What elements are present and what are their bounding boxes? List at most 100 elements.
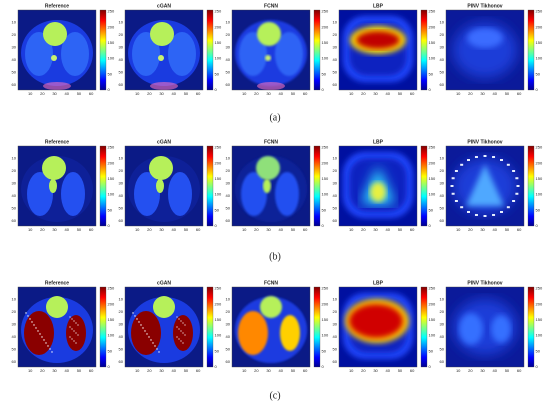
y-tick-label: 20 — [333, 32, 338, 37]
colorbar-tick-label: 250 — [429, 286, 436, 291]
y-tick-label: 40 — [333, 57, 338, 62]
x-tick-label: 60 — [410, 91, 415, 96]
colorbar-tick-label: 50 — [322, 71, 327, 76]
colorbar — [206, 286, 214, 368]
colorbar-tick-label: 50 — [536, 71, 541, 76]
y-tick-label: 50 — [440, 70, 445, 75]
y-tick-label: 20 — [119, 168, 124, 173]
image-region — [454, 170, 458, 172]
colorbar-tick-label: 150 — [215, 40, 222, 45]
axes-frame — [124, 9, 204, 91]
panel-title: cGAN — [157, 139, 171, 145]
y-tick-label: 10 — [226, 156, 231, 161]
image-region — [43, 82, 71, 90]
image-region — [451, 192, 455, 195]
image-region — [150, 339, 152, 341]
y-tick-label: 30 — [440, 322, 445, 327]
x-tick-label: 30 — [52, 368, 57, 373]
colorbar-tick-label: 50 — [108, 207, 113, 212]
image-region — [69, 316, 71, 318]
image-region — [349, 304, 403, 338]
colorbar — [527, 286, 535, 368]
colorbar-tick-label: 50 — [429, 348, 434, 353]
y-tick-label: 40 — [12, 193, 17, 198]
y-tick-label: 10 — [333, 297, 338, 302]
colorbar-tick-label: 50 — [215, 207, 220, 212]
colorbar-tick-label: 50 — [215, 348, 220, 353]
colorbar-tick-label: 50 — [429, 71, 434, 76]
y-tick-label: 40 — [226, 57, 231, 62]
x-tick-label: 60 — [517, 227, 522, 232]
image-region — [275, 172, 299, 216]
image-region — [150, 22, 174, 46]
x-tick-label: 40 — [279, 227, 284, 232]
x-tick-label: 10 — [135, 368, 140, 373]
panel: LBP 10 10 20 20 30 30 40 40 50 50 60 60 0 50 100 150 200 2… — [333, 139, 436, 232]
image-region — [27, 172, 53, 216]
y-tick-label: 30 — [333, 181, 338, 186]
y-tick-label: 50 — [226, 70, 231, 75]
image-region — [265, 55, 271, 61]
x-tick-label: 50 — [184, 227, 189, 232]
y-tick-label: 40 — [119, 334, 124, 339]
x-tick-label: 40 — [172, 227, 177, 232]
axes-frame — [124, 286, 204, 368]
colorbar-tick-label: 150 — [215, 176, 222, 181]
colorbar-tick-label: 150 — [429, 40, 436, 45]
image-region — [71, 338, 73, 340]
image-region — [149, 156, 173, 180]
colorbar-tick-label: 50 — [108, 348, 113, 353]
y-tick-label: 60 — [119, 359, 124, 364]
image-region — [47, 345, 49, 347]
image-region — [132, 312, 134, 314]
image-region — [153, 296, 175, 318]
x-tick-label: 10 — [349, 227, 354, 232]
image-region — [466, 164, 504, 206]
image-region — [49, 348, 51, 350]
image-region — [43, 339, 45, 341]
colorbar-tick-label: 50 — [215, 71, 220, 76]
x-tick-label: 60 — [303, 227, 308, 232]
image-region — [41, 336, 43, 338]
x-tick-label: 40 — [172, 368, 177, 373]
colorbar-tick-label: 100 — [536, 333, 543, 338]
image-region — [182, 342, 184, 344]
y-tick-label: 20 — [226, 309, 231, 314]
y-tick-label: 10 — [440, 20, 445, 25]
image-region — [45, 342, 47, 344]
x-tick-label: 20 — [468, 227, 473, 232]
colorbar-tick-label: 200 — [536, 301, 543, 306]
y-tick-label: 50 — [333, 70, 338, 75]
image-region — [51, 351, 53, 353]
y-tick-label: 20 — [12, 32, 17, 37]
colorbar-tick-label: 150 — [536, 176, 543, 181]
colorbar-tick-label: 150 — [429, 317, 436, 322]
image-region — [492, 213, 496, 216]
image-region — [25, 312, 27, 314]
x-tick-label: 60 — [89, 368, 94, 373]
colorbar-tick-label: 100 — [429, 192, 436, 197]
x-tick-label: 40 — [493, 368, 498, 373]
image-region — [483, 155, 487, 157]
y-tick-label: 60 — [119, 218, 124, 223]
image-region — [467, 210, 470, 213]
y-tick-label: 40 — [226, 334, 231, 339]
y-tick-label: 30 — [440, 45, 445, 50]
image-region — [144, 330, 146, 332]
colorbar-tick-label: 200 — [429, 160, 436, 165]
colorbar-tick-label: 0 — [536, 87, 539, 92]
y-tick-label: 60 — [226, 82, 231, 87]
colorbar-tick-label: 250 — [536, 145, 543, 150]
x-tick-label: 40 — [386, 227, 391, 232]
colorbar — [206, 9, 214, 91]
panel-title: LBP — [373, 280, 384, 286]
y-tick-label: 50 — [226, 347, 231, 352]
image-region — [500, 159, 503, 162]
y-tick-label: 10 — [333, 156, 338, 161]
x-tick-label: 50 — [505, 227, 510, 232]
y-tick-label: 40 — [119, 193, 124, 198]
x-tick-label: 30 — [159, 368, 164, 373]
image-region — [43, 22, 67, 46]
x-tick-label: 10 — [456, 91, 461, 96]
colorbar-tick-label: 250 — [536, 9, 543, 14]
